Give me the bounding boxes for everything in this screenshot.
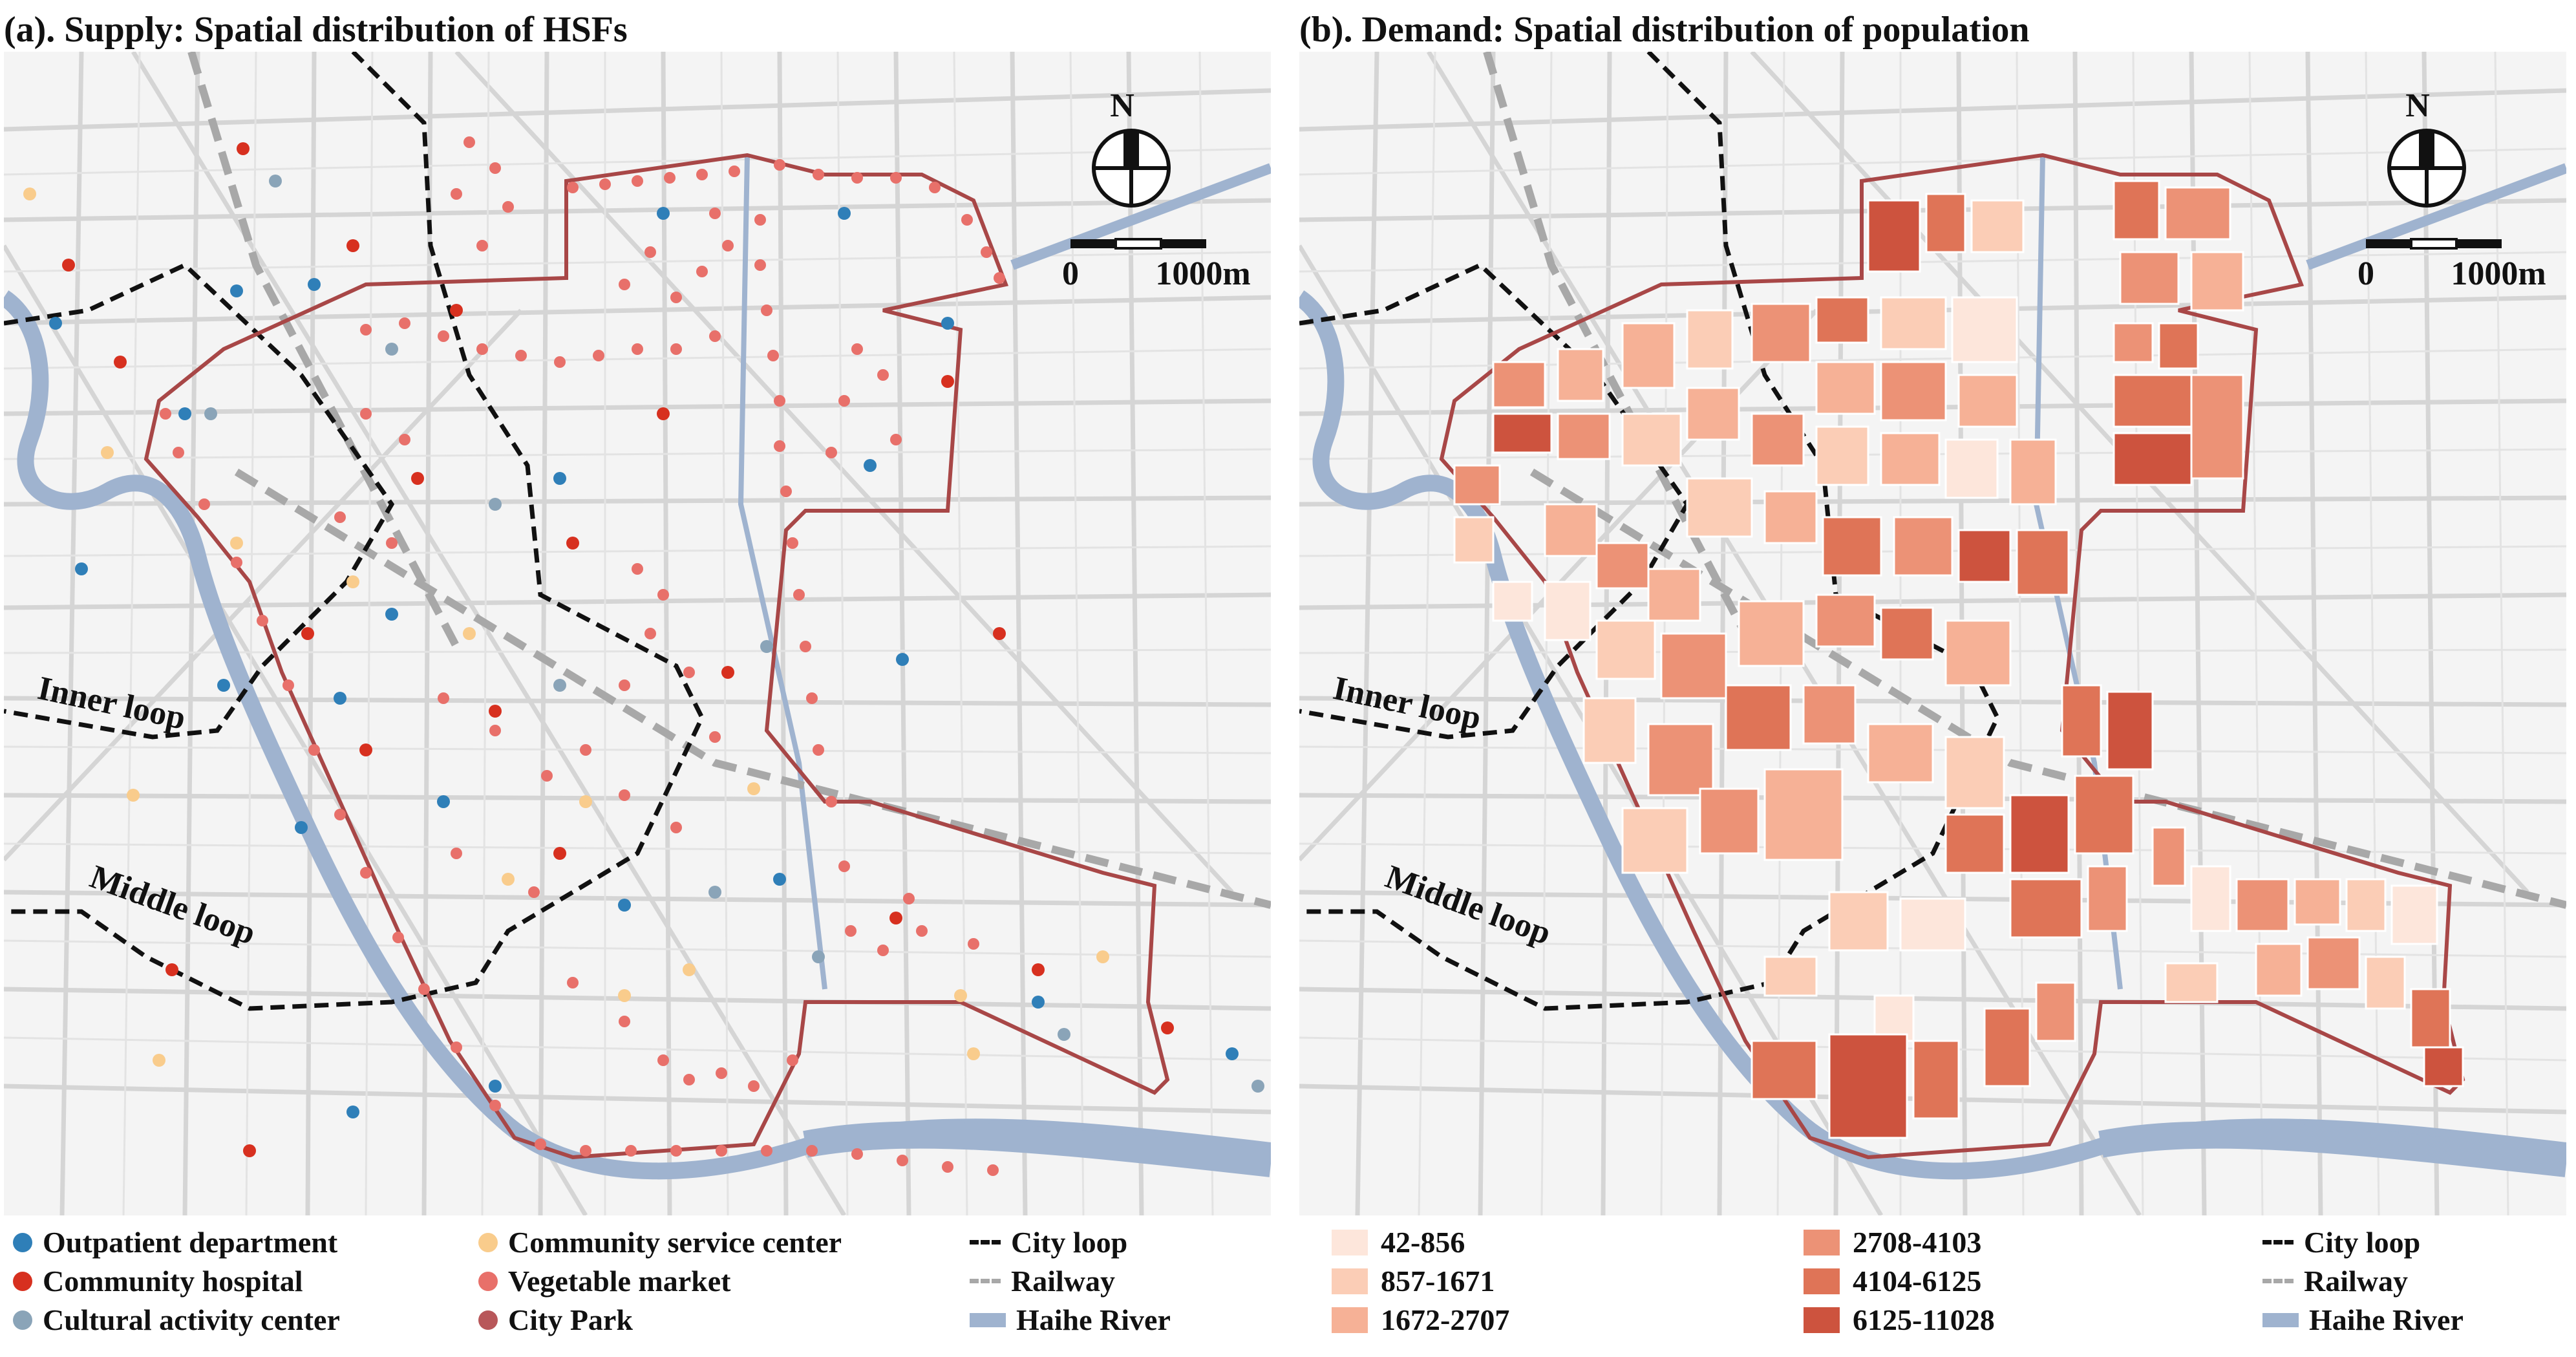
river-swatch-icon xyxy=(970,1312,1006,1327)
legend-railway-b: Railway xyxy=(2262,1264,2408,1298)
legend-outpatient: Outpatient department xyxy=(13,1225,337,1259)
cultural-activity-points xyxy=(204,175,1264,1093)
city-loop-line-icon xyxy=(970,1240,1001,1245)
legend-class-1: 42-856 xyxy=(1332,1225,1465,1259)
city-loop-line-icon xyxy=(2262,1240,2294,1245)
legend-class-5: 4104-6125 xyxy=(1804,1264,1981,1298)
legend-river-b: Haihe River xyxy=(2262,1303,2464,1337)
railway-line-icon xyxy=(970,1279,1001,1283)
legend-vegetable: Vegetable market xyxy=(478,1264,730,1298)
svg-text:0: 0 xyxy=(2358,255,2374,292)
north-arrow-icon: N xyxy=(1092,87,1171,208)
legend-river: Haihe River xyxy=(970,1303,1171,1337)
legend-cultural: Cultural activity center xyxy=(13,1303,340,1337)
vegetable-dot-icon xyxy=(478,1271,498,1291)
legend-demand: 42-856 857-1671 1672-2707 2708-4103 4104… xyxy=(1332,1225,2573,1354)
legend-railway: Railway xyxy=(970,1264,1115,1298)
community-hospital-points xyxy=(62,142,1174,1157)
park-dot-icon xyxy=(478,1310,498,1330)
supply-map: Inner loop Middle loop N 0 1000m xyxy=(4,52,1271,1215)
legend-class-2: 857-1671 xyxy=(1332,1264,1495,1298)
legend-class-6: 6125-11028 xyxy=(1804,1303,1995,1337)
community-service-points xyxy=(23,187,1109,1067)
demand-map: Inner loop Middle loop N 0 1000m xyxy=(1299,52,2566,1215)
scale-zero: 0 xyxy=(1062,255,1079,292)
cultural-dot-icon xyxy=(13,1310,32,1330)
panel-a-title: (a). Supply: Spatial distribution of HSF… xyxy=(4,10,628,50)
vegetable-market-points xyxy=(160,136,1005,1176)
scale-distance: 1000m xyxy=(1155,255,1250,292)
legend-park: City Park xyxy=(478,1303,633,1337)
legend-supply: Outpatient department Community hospital… xyxy=(13,1225,1280,1354)
svg-text:1000m: 1000m xyxy=(2451,255,2546,292)
hospital-dot-icon xyxy=(13,1271,32,1291)
legend-class-3: 1672-2707 xyxy=(1332,1303,1509,1337)
north-arrow-icon: N xyxy=(2387,87,2466,208)
population-blocks xyxy=(1453,180,2464,1139)
outpatient-department-points xyxy=(49,207,1239,1118)
legend-hospital: Community hospital xyxy=(13,1264,303,1298)
outpatient-dot-icon xyxy=(13,1232,32,1252)
railway-line-icon xyxy=(2262,1279,2294,1283)
legend-city-loop-b: City loop xyxy=(2262,1225,2420,1259)
scale-bar-b: 0 1000m xyxy=(2358,238,2546,292)
legend-city-loop: City loop xyxy=(970,1225,1127,1259)
river-swatch-icon xyxy=(2262,1312,2299,1327)
panel-b-title: (b). Demand: Spatial distribution of pop… xyxy=(1299,10,2030,50)
svg-text:N: N xyxy=(1110,87,1134,124)
service-dot-icon xyxy=(478,1232,498,1252)
svg-text:N: N xyxy=(2405,87,2430,124)
scale-bar: 0 1000m xyxy=(1062,238,1251,292)
legend-class-4: 2708-4103 xyxy=(1804,1225,1981,1259)
legend-service: Community service center xyxy=(478,1225,842,1259)
